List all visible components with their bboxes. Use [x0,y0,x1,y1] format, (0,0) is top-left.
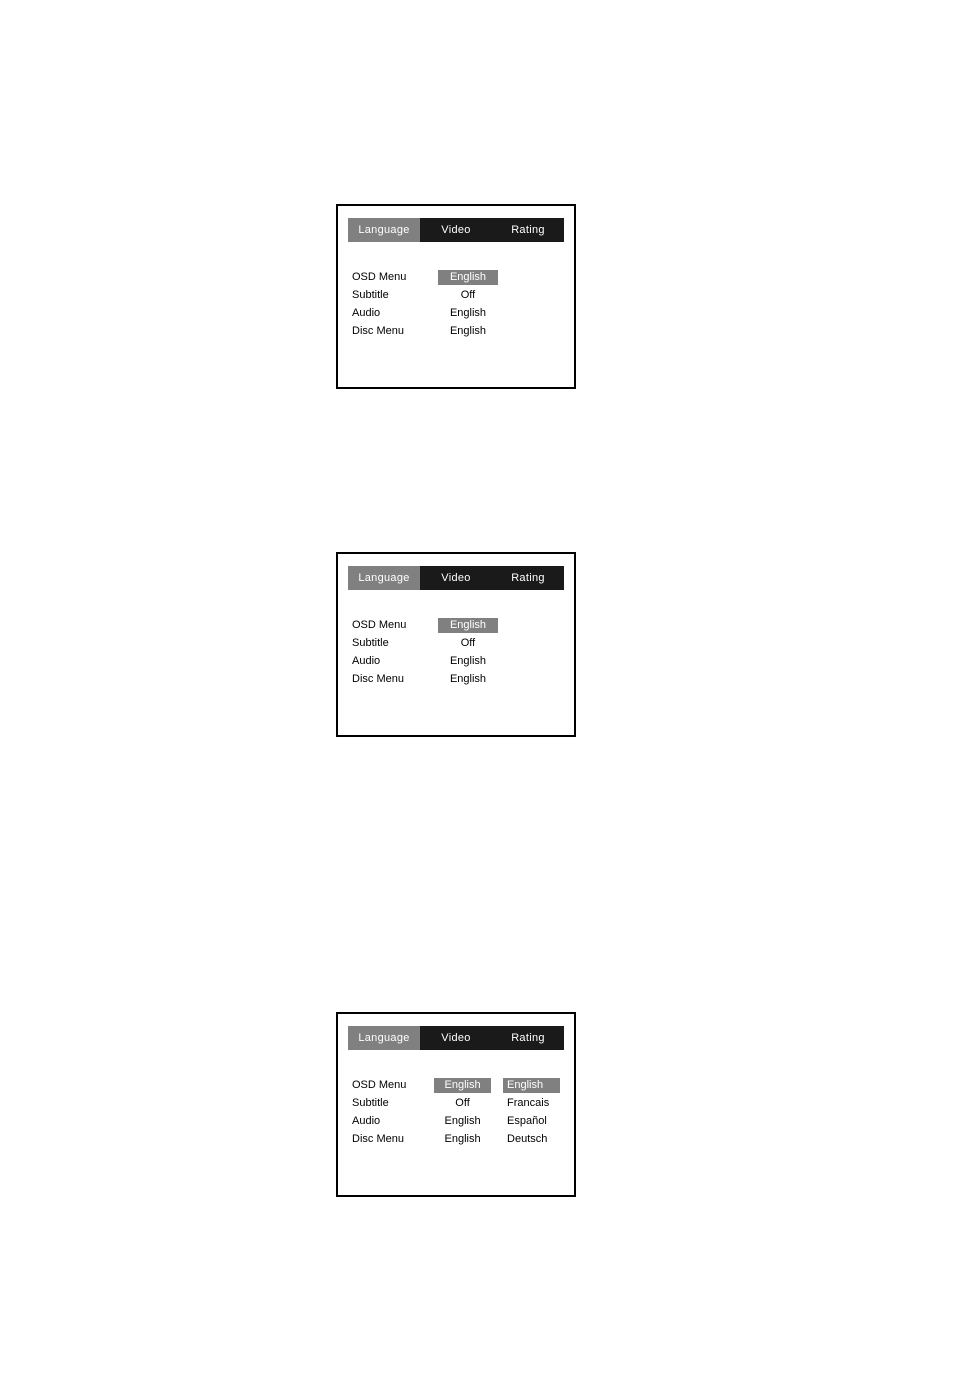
row-label-disc-menu[interactable]: Disc Menu [352,324,430,339]
values-column: English Off English English [434,1078,491,1147]
tab-video[interactable]: Video [420,218,492,242]
row-value-osd-menu[interactable]: English [438,270,498,285]
row-value-disc-menu[interactable]: English [438,672,498,687]
row-label-osd-menu[interactable]: OSD Menu [352,1078,426,1093]
row-label-audio[interactable]: Audio [352,1114,426,1129]
row-value-audio[interactable]: English [438,654,498,669]
row-label-subtitle[interactable]: Subtitle [352,1096,426,1111]
row-value-disc-menu[interactable]: English [438,324,498,339]
option-english[interactable]: English [503,1078,560,1093]
tab-video[interactable]: Video [420,1026,492,1050]
tab-language[interactable]: Language [348,218,420,242]
values-column: English Off English English [438,270,498,339]
row-label-audio[interactable]: Audio [352,306,430,321]
tab-language[interactable]: Language [348,1026,420,1050]
values-column: English Off English English [438,618,498,687]
row-value-audio[interactable]: English [434,1114,491,1129]
osd-panel-1: Language Video Rating OSD Menu Subtitle … [336,204,576,389]
labels-column: OSD Menu Subtitle Audio Disc Menu [352,1078,426,1147]
osd-panel-2: Language Video Rating OSD Menu Subtitle … [336,552,576,737]
row-value-subtitle[interactable]: Off [438,636,498,651]
tab-rating[interactable]: Rating [492,218,564,242]
tab-rating[interactable]: Rating [492,566,564,590]
row-label-osd-menu[interactable]: OSD Menu [352,618,430,633]
row-label-osd-menu[interactable]: OSD Menu [352,270,430,285]
tab-bar: Language Video Rating [348,218,564,242]
tab-language[interactable]: Language [348,566,420,590]
row-value-osd-menu[interactable]: English [438,618,498,633]
option-deutsch[interactable]: Deutsch [503,1132,560,1147]
content-area: OSD Menu Subtitle Audio Disc Menu Englis… [352,1078,560,1147]
row-label-subtitle[interactable]: Subtitle [352,636,430,651]
row-label-disc-menu[interactable]: Disc Menu [352,1132,426,1147]
row-value-audio[interactable]: English [438,306,498,321]
row-label-subtitle[interactable]: Subtitle [352,288,430,303]
row-label-audio[interactable]: Audio [352,654,430,669]
tab-rating[interactable]: Rating [492,1026,564,1050]
row-value-subtitle[interactable]: Off [434,1096,491,1111]
row-value-subtitle[interactable]: Off [438,288,498,303]
options-column: English Francais Español Deutsch [503,1078,560,1147]
content-area: OSD Menu Subtitle Audio Disc Menu Englis… [352,618,560,687]
option-espanol[interactable]: Español [503,1114,560,1129]
labels-column: OSD Menu Subtitle Audio Disc Menu [352,618,430,687]
osd-panel-3: Language Video Rating OSD Menu Subtitle … [336,1012,576,1197]
option-francais[interactable]: Francais [503,1096,560,1111]
tab-bar: Language Video Rating [348,566,564,590]
row-value-osd-menu[interactable]: English [434,1078,491,1093]
labels-column: OSD Menu Subtitle Audio Disc Menu [352,270,430,339]
row-label-disc-menu[interactable]: Disc Menu [352,672,430,687]
tab-video[interactable]: Video [420,566,492,590]
row-value-disc-menu[interactable]: English [434,1132,491,1147]
content-area: OSD Menu Subtitle Audio Disc Menu Englis… [352,270,560,339]
tab-bar: Language Video Rating [348,1026,564,1050]
